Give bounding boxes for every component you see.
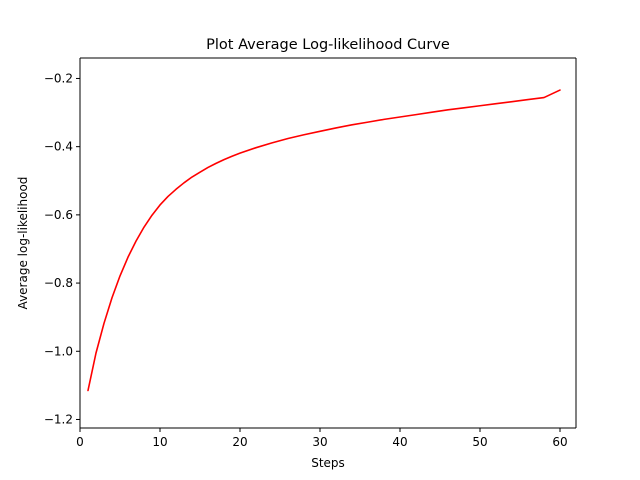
y-tick-label: −1.0	[44, 344, 73, 358]
series-line-0	[87, 89, 561, 392]
y-tick-label: −0.2	[44, 71, 73, 85]
x-axis-label: Steps	[311, 456, 345, 470]
y-tick-label: −0.6	[44, 208, 73, 222]
axes-frame	[79, 57, 577, 429]
chart-title: Plot Average Log-likelihood Curve	[206, 37, 450, 53]
y-axis-label: Average log-likelihood	[16, 177, 30, 310]
plot-area	[80, 58, 576, 428]
y-tick-label: −0.8	[44, 276, 73, 290]
x-tick-label: 30	[312, 435, 327, 449]
y-tick-label: −0.4	[44, 140, 73, 154]
x-tick-label: 40	[392, 435, 407, 449]
y-axis-ticks: −1.2 −1.0 −0.8 −0.6 −0.4 −0.2	[44, 71, 80, 426]
x-tick-label: 50	[472, 435, 487, 449]
x-tick-label: 20	[232, 435, 247, 449]
x-tick-label: 10	[152, 435, 167, 449]
y-tick-label: −1.2	[44, 412, 73, 426]
x-axis-ticks: 0 10 20 30 40 50 60	[76, 428, 568, 449]
x-tick-label: 0	[76, 435, 84, 449]
x-tick-label: 60	[552, 435, 567, 449]
series-layer	[87, 89, 561, 392]
